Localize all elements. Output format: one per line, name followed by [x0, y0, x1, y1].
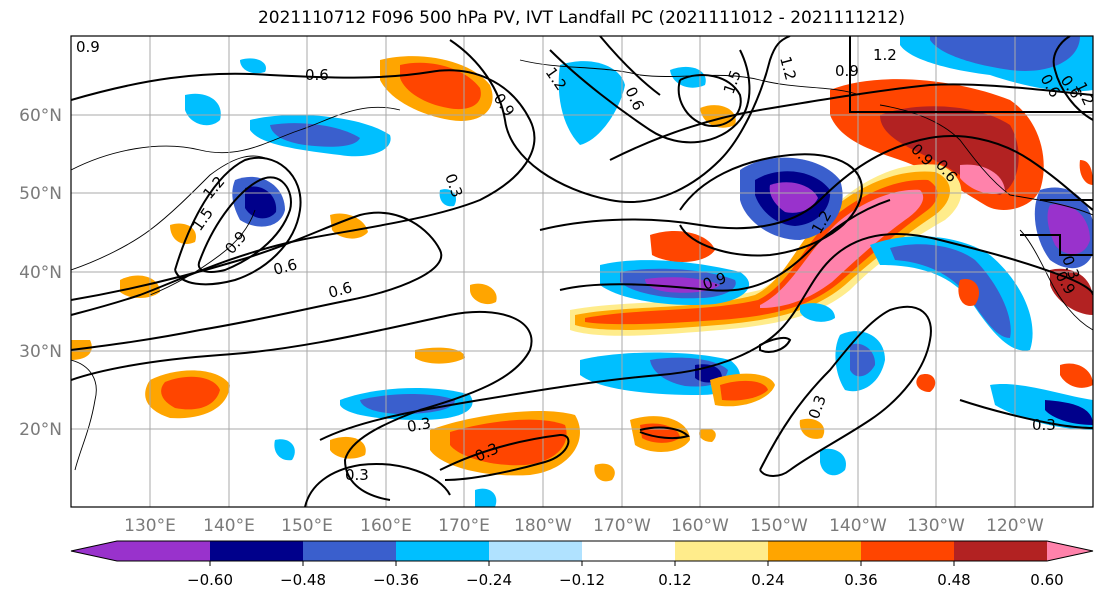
colorbar-label: −0.12 [559, 571, 605, 589]
contour-label: 0.3 [1032, 416, 1056, 434]
latitude-labels: 60°N 50°N 40°N 30°N 20°N [19, 106, 62, 440]
lat-label: 30°N [19, 342, 62, 362]
contour-label: 0.9 [76, 38, 100, 56]
colorbar: −0.60 −0.48 −0.36 −0.24 −0.12 0.12 0.24 … [70, 540, 1094, 589]
pv-contours [71, 36, 1093, 507]
map-frame [70, 35, 1094, 508]
colorbar-label: 0.24 [751, 571, 784, 589]
colorbar-segments [71, 541, 1093, 561]
colorbar-segment [675, 541, 769, 561]
colorbar-label: 0.36 [844, 571, 877, 589]
map-title: 2021110712 F096 500 hPa PV, IVT Landfall… [257, 8, 905, 28]
colorbar-outline [70, 540, 1094, 562]
contour-label: 0.6 [271, 255, 299, 279]
lon-label: 150°W [750, 516, 808, 536]
colorbar-label: 0.12 [658, 571, 691, 589]
lon-label: 170°W [593, 516, 651, 536]
colorbar-label: 0.48 [937, 571, 970, 589]
lat-label: 20°N [19, 420, 62, 440]
contour-label: 1.2 [776, 54, 800, 82]
lon-label: 150°E [281, 516, 333, 536]
lon-label: 160°E [360, 516, 412, 536]
lon-label: 170°E [438, 516, 490, 536]
contour-label: 1.2 [873, 46, 897, 64]
colorbar-ticks [209, 561, 955, 566]
coastlines [71, 59, 1093, 471]
lon-label: 130°W [907, 516, 965, 536]
lon-label: 140°E [203, 516, 255, 536]
colorbar-labels: −0.60 −0.48 −0.36 −0.24 −0.12 0.12 0.24 … [187, 571, 1064, 589]
colorbar-segment [117, 541, 211, 561]
lon-label: 180°W [514, 516, 572, 536]
colorbar-segment [861, 541, 955, 561]
colorbar-label: −0.60 [187, 571, 233, 589]
colorbar-extend-low [71, 541, 117, 561]
lon-label: 120°W [986, 516, 1044, 536]
lon-label: 160°W [671, 516, 729, 536]
colorbar-segment [954, 541, 1048, 561]
lat-label: 60°N [19, 106, 62, 126]
colorbar-segment [489, 541, 583, 561]
lat-label: 40°N [19, 263, 62, 283]
lon-label: 130°E [124, 516, 176, 536]
lon-label: 140°W [829, 516, 887, 536]
contour-label: 0.3 [345, 466, 369, 484]
lat-label: 50°N [19, 184, 62, 204]
colorbar-label: −0.48 [280, 571, 326, 589]
contour-label: 0.9 [835, 62, 859, 80]
colorbar-segment [768, 541, 862, 561]
contour-label: 0.6 [326, 278, 354, 302]
colorbar-label: 0.60 [1030, 571, 1063, 589]
contour-label: 0.3 [406, 414, 433, 436]
colorbar-segment [210, 541, 304, 561]
colorbar-segment [396, 541, 490, 561]
colorbar-segment [303, 541, 397, 561]
contour-label: 0.6 [305, 66, 329, 84]
colorbar-label: −0.36 [373, 571, 419, 589]
colorbar-extend-high [1047, 541, 1093, 561]
longitude-labels: 130°E 140°E 150°E 160°E 170°E 180°W 170°… [124, 516, 1044, 536]
colorbar-label: −0.24 [466, 571, 512, 589]
colorbar-segment [582, 541, 676, 561]
